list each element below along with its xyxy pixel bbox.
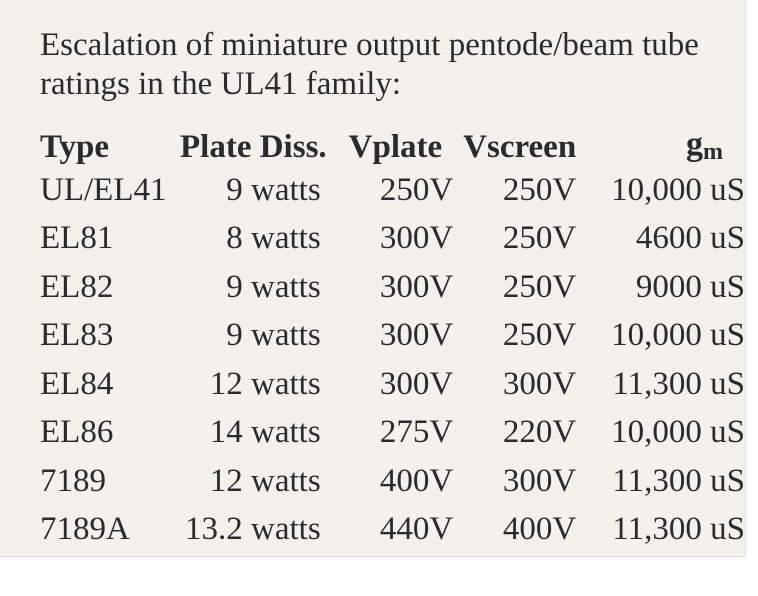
cell-vscreen: 400V	[502, 511, 577, 548]
cell-type: EL84	[40, 365, 114, 402]
cell-plate-diss: 9 watts	[226, 317, 321, 354]
cell-gm: 10,000 uS	[611, 317, 745, 354]
table-row: EL84 12 watts 300V 300V 11,300 uS	[36, 360, 745, 409]
cell-plate-diss: 9 watts	[226, 268, 321, 305]
table-row: EL86 14 watts 275V 220V 10,000 uS	[36, 409, 745, 458]
cell-vplate: 400V	[379, 462, 454, 499]
cell-vplate: 440V	[379, 511, 454, 548]
cell-gm: 10,000 uS	[611, 414, 745, 451]
header-gm-sub: m	[703, 139, 723, 165]
cell-type: 7189	[40, 462, 106, 499]
header-type: Type	[40, 129, 110, 165]
cell-vplate: 300V	[379, 220, 454, 257]
header-gm-base: g	[686, 126, 703, 163]
cell-plate-diss: 12 watts	[209, 462, 321, 499]
table-row: UL/EL41 9 watts 250V 250V 10,000 uS	[36, 166, 745, 215]
header-plate-diss: Plate Diss.	[180, 129, 327, 165]
cell-type: UL/EL41	[40, 171, 167, 208]
cell-vplate: 300V	[379, 365, 454, 402]
cell-plate-diss: 9 watts	[226, 171, 321, 208]
cell-vscreen: 250V	[502, 220, 577, 257]
cell-gm: 10,000 uS	[611, 171, 745, 208]
cell-vscreen: 250V	[502, 268, 577, 305]
cell-vplate: 300V	[379, 317, 454, 354]
cell-gm: 11,300 uS	[612, 462, 745, 499]
cell-vplate: 250V	[379, 171, 454, 208]
cell-type: EL83	[40, 317, 114, 354]
sidebar-panel: Escalation of miniature output pentode/b…	[0, 0, 746, 557]
header-vplate: Vplate	[348, 129, 443, 165]
cell-type: EL81	[40, 220, 114, 257]
cell-vscreen: 250V	[502, 171, 577, 208]
cell-plate-diss: 14 watts	[209, 414, 321, 451]
table-row: 7189A 13.2 watts 440V 400V 11,300 uS	[36, 506, 745, 555]
cell-vplate: 300V	[379, 268, 454, 305]
intro-text: Escalation of miniature output pentode/b…	[40, 27, 699, 102]
header-gm: gm	[582, 118, 745, 166]
cell-plate-diss: 12 watts	[209, 365, 321, 402]
tube-ratings-table: Type Plate Diss. Vplate Vscreen gm UL/EL…	[36, 118, 745, 554]
cell-gm: 11,300 uS	[612, 365, 745, 402]
table-header-row: Type Plate Diss. Vplate Vscreen gm	[36, 118, 745, 166]
cell-plate-diss: 8 watts	[226, 220, 321, 257]
cell-vscreen: 300V	[502, 462, 577, 499]
cell-vscreen: 300V	[502, 365, 577, 402]
table-row: 7189 12 watts 400V 300V 11,300 uS	[36, 457, 745, 506]
table-row: EL83 9 watts 300V 250V 10,000 uS	[36, 312, 745, 361]
cell-vscreen: 220V	[502, 414, 577, 451]
header-vscreen: Vscreen	[463, 129, 577, 165]
cell-type: 7189A	[40, 511, 130, 548]
cell-gm: 9000 uS	[635, 268, 745, 305]
cell-type: EL86	[40, 414, 114, 451]
table-row: EL82 9 watts 300V 250V 9000 uS	[36, 263, 745, 312]
cell-gm: 4600 uS	[635, 220, 745, 257]
cell-vplate: 275V	[379, 414, 454, 451]
cell-plate-diss: 13.2 watts	[185, 511, 321, 548]
cell-type: EL82	[40, 268, 114, 305]
cell-gm: 11,300 uS	[612, 511, 745, 548]
cell-vscreen: 250V	[502, 317, 577, 354]
table-row: EL81 8 watts 300V 250V 4600 uS	[36, 215, 745, 264]
